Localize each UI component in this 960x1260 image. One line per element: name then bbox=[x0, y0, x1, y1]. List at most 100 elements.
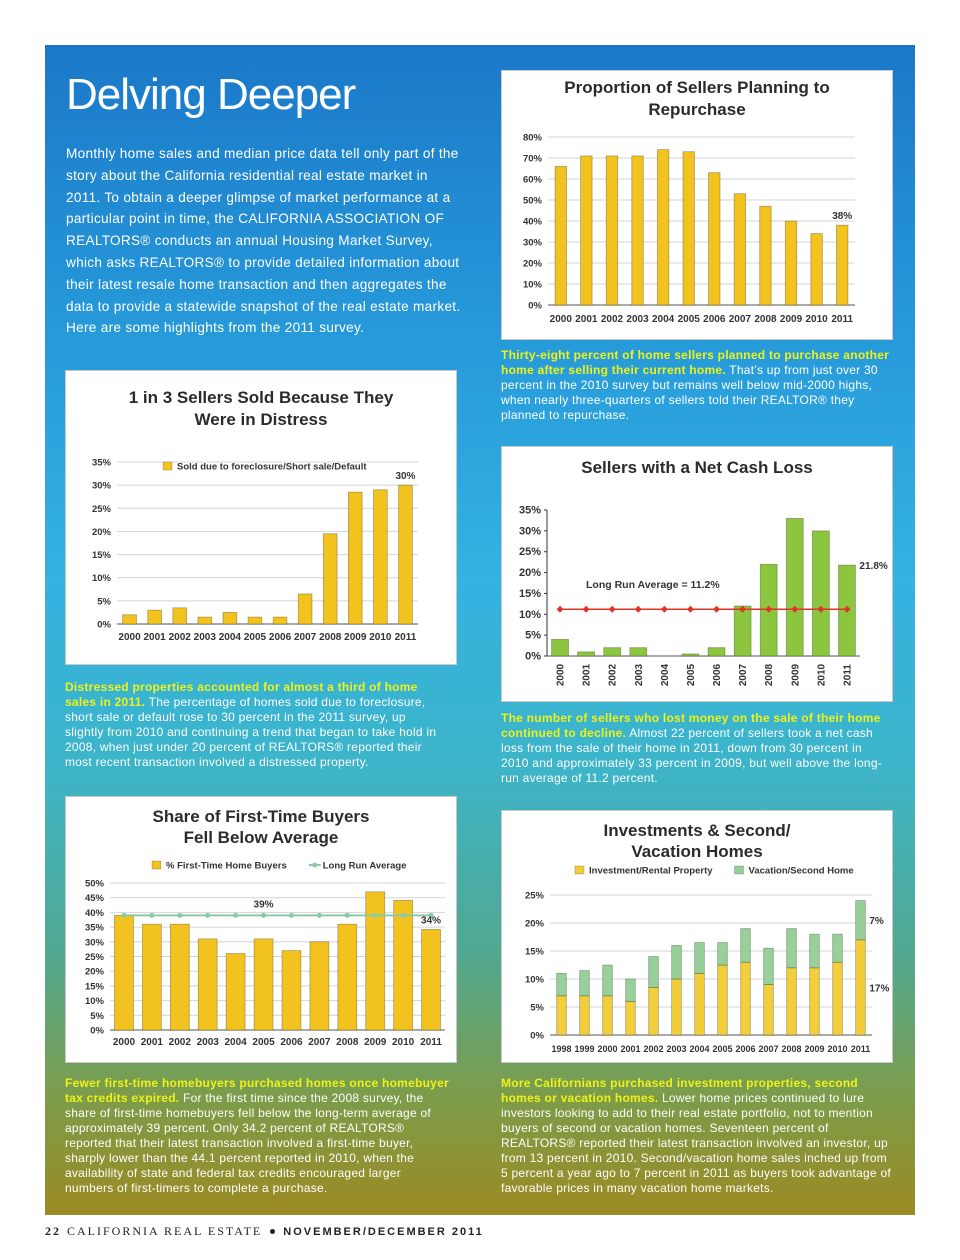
caption: Distressed properties accounted for almo… bbox=[65, 680, 445, 770]
x-tick-label: 2011 bbox=[851, 1044, 871, 1054]
x-tick-label: 2000 bbox=[118, 632, 141, 643]
caption-text: The percentage of homes sold due to fore… bbox=[65, 695, 437, 769]
bar bbox=[648, 986, 659, 1036]
y-tick-label: 50% bbox=[523, 196, 543, 207]
bar bbox=[579, 995, 590, 1036]
caption-lead: The number of sellers who lost money on … bbox=[501, 711, 881, 740]
y-tick-label: 15% bbox=[525, 947, 545, 958]
x-tick-label: 2000 bbox=[550, 314, 573, 325]
bar bbox=[281, 950, 302, 1031]
x-tick-label: 2008 bbox=[319, 632, 342, 643]
x-tick-label: 2003 bbox=[197, 1037, 220, 1048]
line-marker bbox=[205, 912, 211, 918]
x-tick-label: 2004 bbox=[660, 663, 671, 686]
x-tick-label: 2006 bbox=[735, 1044, 755, 1054]
bar bbox=[694, 942, 705, 974]
bar bbox=[253, 938, 274, 1031]
bar bbox=[671, 944, 682, 980]
bar bbox=[740, 961, 751, 1036]
y-tick-label: 20% bbox=[519, 567, 541, 579]
x-tick-label: 2003 bbox=[634, 663, 645, 686]
line-marker bbox=[428, 912, 434, 918]
bar bbox=[625, 978, 636, 1002]
x-tick-label: 2005 bbox=[252, 1037, 275, 1048]
x-tick-label: 2011 bbox=[420, 1037, 442, 1048]
bar bbox=[169, 923, 190, 1031]
line-marker bbox=[288, 912, 294, 918]
chart: Sellers with a Net Cash Loss 0% 5% 10% 15% 20… bbox=[501, 446, 893, 702]
x-tick-label: 2011 bbox=[395, 632, 417, 643]
chart-title: Repurchase bbox=[648, 100, 745, 119]
chart-title: Were in Distress bbox=[195, 410, 328, 429]
x-tick-label: 2011 bbox=[842, 664, 853, 686]
bar bbox=[740, 928, 751, 963]
x-tick-label: 2008 bbox=[336, 1037, 359, 1048]
x-tick-label: 2002 bbox=[608, 663, 619, 686]
separator bbox=[270, 1228, 276, 1234]
average-marker bbox=[660, 605, 668, 613]
y-tick-label: 50% bbox=[85, 879, 105, 890]
x-tick-label: 2009 bbox=[364, 1037, 387, 1048]
chart-title: Fell Below Average bbox=[184, 828, 339, 847]
x-tick-label: 2009 bbox=[804, 1044, 824, 1054]
average-marker bbox=[556, 605, 564, 613]
bar bbox=[733, 193, 747, 306]
caption-lead: More Californians purchased investment p… bbox=[501, 1076, 858, 1105]
page-title: Delving Deeper bbox=[66, 70, 356, 119]
legend-label: Sold due to foreclosure/Short sale/Defau… bbox=[177, 462, 367, 473]
y-tick-label: 0% bbox=[90, 1026, 104, 1037]
y-tick-label: 5% bbox=[90, 1011, 104, 1022]
bar bbox=[309, 941, 330, 1031]
bar bbox=[114, 914, 134, 1031]
line-marker bbox=[316, 912, 322, 918]
bar bbox=[322, 533, 338, 625]
bar bbox=[763, 984, 774, 1036]
line-marker bbox=[400, 912, 406, 918]
bar bbox=[373, 489, 388, 625]
x-tick-label: 2010 bbox=[816, 663, 827, 686]
bar bbox=[393, 899, 414, 1031]
x-tick-label: 1999 bbox=[574, 1044, 594, 1054]
x-tick-label: 2002 bbox=[169, 1037, 192, 1048]
x-tick-label: 2003 bbox=[666, 1044, 686, 1054]
caption-text: Lower home prices continued to lure inve… bbox=[501, 1091, 891, 1195]
legend-swatch bbox=[312, 862, 318, 868]
x-tick-label: 2002 bbox=[169, 632, 192, 643]
bar bbox=[708, 172, 721, 306]
line-marker bbox=[233, 912, 239, 918]
bar bbox=[832, 933, 843, 963]
annotation: Long Run Average = 11.2% bbox=[586, 579, 720, 591]
chart: Proportion of Sellers Planning to Repurch… bbox=[501, 70, 893, 340]
bar bbox=[197, 938, 218, 1031]
chart-title: Investments & Second/ bbox=[603, 821, 790, 840]
average-marker bbox=[739, 605, 747, 613]
caption-lead: Fewer first-time homebuyers purchased ho… bbox=[65, 1076, 449, 1105]
bar bbox=[733, 605, 752, 657]
caption-lead: Distressed properties accounted for almo… bbox=[65, 680, 418, 709]
line-marker bbox=[261, 912, 267, 918]
data-label: 21.8% bbox=[859, 561, 887, 572]
bar bbox=[365, 891, 386, 1031]
bar bbox=[809, 967, 820, 1036]
line-marker bbox=[121, 912, 127, 918]
caption-text: That’s up from just over 30 percent in t… bbox=[501, 363, 878, 422]
bar bbox=[784, 220, 798, 306]
x-tick-label: 2001 bbox=[575, 314, 598, 325]
average-marker bbox=[634, 605, 642, 613]
bar bbox=[810, 233, 823, 306]
bar bbox=[631, 155, 644, 306]
x-tick-label: 2007 bbox=[308, 1037, 331, 1048]
y-tick-label: 20% bbox=[525, 919, 545, 930]
bar bbox=[347, 491, 363, 625]
x-tick-label: 2001 bbox=[620, 1044, 640, 1054]
x-tick-label: 2003 bbox=[194, 632, 217, 643]
x-tick-label: 2007 bbox=[758, 1044, 778, 1054]
page-number: 22 bbox=[45, 1224, 61, 1238]
bar bbox=[602, 964, 613, 997]
bar bbox=[602, 995, 613, 1036]
bar bbox=[717, 964, 728, 1036]
bar bbox=[671, 978, 682, 1036]
x-tick-label: 2007 bbox=[294, 632, 317, 643]
bar bbox=[855, 939, 866, 1036]
